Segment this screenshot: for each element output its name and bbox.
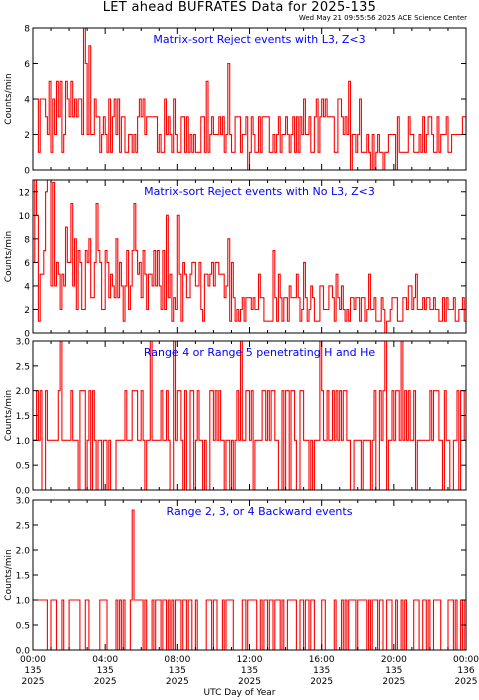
x-tick-time: 00:00 xyxy=(453,655,479,665)
y-tick-label: 1.0 xyxy=(16,597,31,607)
panel-2: 0 2 4 6 8 10 12 Counts/min Matrix-sort Reject ev… xyxy=(4,179,467,340)
x-tick-time: 16:00 xyxy=(309,655,335,665)
x-tick-doy: 135 xyxy=(169,666,186,676)
y-axis-label: Counts/min xyxy=(4,549,14,600)
y-tick-label: 2.5 xyxy=(16,522,30,532)
y-tick-label: 6 xyxy=(24,259,30,269)
y-tick-label: 0.0 xyxy=(16,647,31,657)
x-tick-year: 2025 xyxy=(455,677,478,687)
x-tick-year: 2025 xyxy=(238,677,261,687)
y-tick-label: 1.5 xyxy=(16,412,30,422)
x-tick-time: 04:00 xyxy=(92,655,118,665)
y-axis-label: Counts/min xyxy=(4,73,14,124)
y-tick-label: 12 xyxy=(19,188,30,198)
x-axis-label: UTC Day of Year xyxy=(203,688,276,698)
y-tick-label: 4 xyxy=(24,282,30,292)
y-tick-label: 1.5 xyxy=(16,572,30,582)
y-tick-label: 0.0 xyxy=(16,487,31,497)
y-tick-label: 6 xyxy=(24,60,30,70)
x-tick-labels: 00:00135202504:00135202508:00135202512:0… xyxy=(20,655,479,687)
x-tick-year: 2025 xyxy=(382,677,405,687)
y-tick-label: 0.5 xyxy=(16,462,30,472)
y-tick-label: 2.0 xyxy=(16,387,31,397)
y-tick-label: 2 xyxy=(24,131,30,141)
x-tick-doy: 135 xyxy=(97,666,114,676)
panel-4: 0.0 0.5 1.0 1.5 2.0 2.5 3.0 Counts/min Range 2, … xyxy=(4,497,467,657)
x-tick-doy: 135 xyxy=(385,666,402,676)
panel-annotation: Matrix-sort Reject events with No L3, Z<… xyxy=(144,185,375,198)
x-tick-doy: 136 xyxy=(457,666,474,676)
x-tick-year: 2025 xyxy=(166,677,189,687)
series-line xyxy=(33,340,466,491)
y-axis-label: Counts/min xyxy=(4,390,14,441)
y-tick-label: 1.0 xyxy=(16,437,31,447)
y-tick-label: 2 xyxy=(24,306,30,316)
y-tick-label: 8 xyxy=(24,25,30,35)
series-line xyxy=(33,179,467,334)
panel-3: 0.0 0.5 1.0 1.5 2.0 2.5 3.0 Counts/min Range 4 o… xyxy=(4,338,467,497)
plot-frame xyxy=(32,27,467,171)
panel-annotation: Range 2, 3, or 4 Backward events xyxy=(167,505,353,518)
y-tick-label: 3.0 xyxy=(16,338,31,348)
x-tick-time: 12:00 xyxy=(237,655,263,665)
panel-annotation: Range 4 or Range 5 penetrating H and He xyxy=(144,346,376,359)
x-tick-time: 20:00 xyxy=(381,655,407,665)
series-line xyxy=(33,27,467,171)
y-tick-label: 10 xyxy=(19,212,31,222)
y-tick-label: 2.5 xyxy=(16,362,30,372)
x-tick-year: 2025 xyxy=(22,677,45,687)
panel-1: 0 2 4 6 8 Counts/min Matrix-sort Reject events… xyxy=(4,25,467,177)
y-tick-label: 2.0 xyxy=(16,547,31,557)
y-tick-label: 4 xyxy=(24,96,30,106)
y-tick-label: 0 xyxy=(24,330,30,340)
x-tick-time: 08:00 xyxy=(164,655,190,665)
series-line xyxy=(33,509,467,651)
y-axis-label: Counts/min xyxy=(4,231,14,282)
x-tick-doy: 135 xyxy=(24,666,41,676)
x-tick-year: 2025 xyxy=(310,677,333,687)
generation-timestamp: Wed May 21 09:55:56 2025 ACE Science Cen… xyxy=(298,14,467,22)
y-tick-label: 3.0 xyxy=(16,497,31,507)
chart-title: LET ahead BUFRATES Data for 2025-135 xyxy=(102,0,377,15)
panel-annotation: Matrix-sort Reject events with L3, Z<3 xyxy=(153,33,365,46)
x-tick-doy: 135 xyxy=(241,666,258,676)
y-tick-label: 8 xyxy=(24,235,30,245)
x-tick-year: 2025 xyxy=(94,677,117,687)
y-tick-label: 0 xyxy=(24,167,30,177)
x-tick-doy: 135 xyxy=(313,666,330,676)
y-tick-label: 0.5 xyxy=(16,622,30,632)
x-tick-time: 00:00 xyxy=(20,655,46,665)
